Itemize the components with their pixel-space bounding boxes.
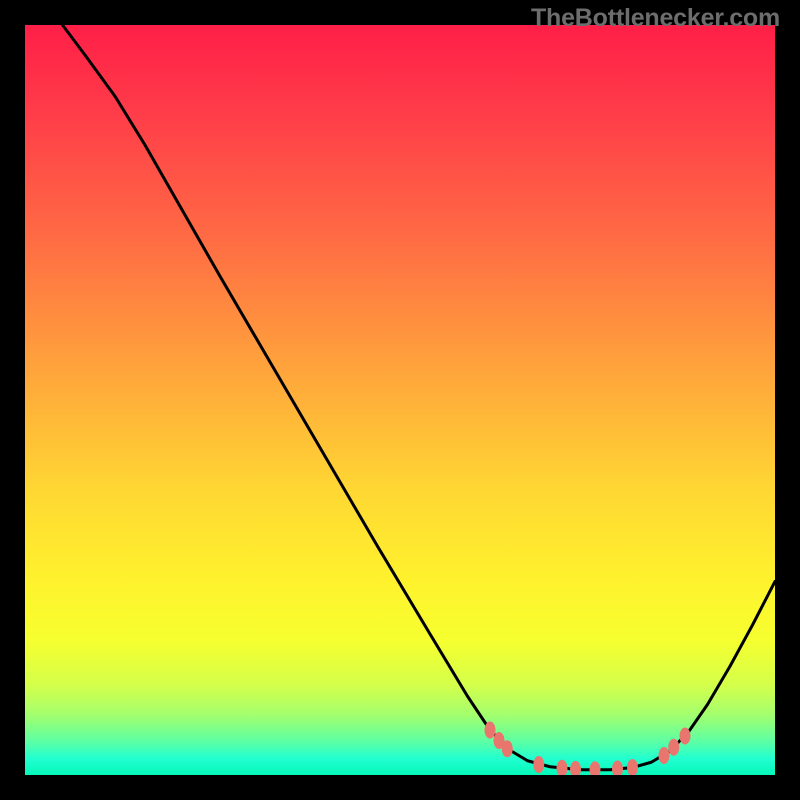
highlight-dot bbox=[533, 756, 544, 773]
chart-svg bbox=[25, 25, 775, 775]
watermark-label: TheBottlenecker.com bbox=[531, 4, 780, 33]
highlight-dot bbox=[502, 740, 513, 757]
plot-background bbox=[25, 25, 775, 775]
highlight-dot bbox=[485, 722, 496, 739]
highlight-dot bbox=[668, 739, 679, 756]
highlight-dot bbox=[659, 747, 670, 764]
highlight-dot bbox=[680, 728, 691, 745]
plot-area bbox=[25, 25, 775, 775]
